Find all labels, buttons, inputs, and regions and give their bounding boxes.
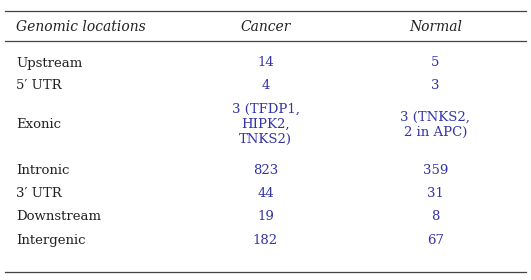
Text: 44: 44 xyxy=(257,187,274,200)
Text: Upstream: Upstream xyxy=(16,57,82,69)
Text: 3 (TFDP1,
HIPK2,
TNKS2): 3 (TFDP1, HIPK2, TNKS2) xyxy=(232,103,299,146)
Text: 19: 19 xyxy=(257,211,274,223)
Text: 31: 31 xyxy=(427,187,444,200)
Text: Downstream: Downstream xyxy=(16,211,101,223)
Text: 8: 8 xyxy=(431,211,440,223)
Text: 359: 359 xyxy=(423,164,448,177)
Text: 823: 823 xyxy=(253,164,278,177)
Text: 4: 4 xyxy=(261,79,270,92)
Text: 5′ UTR: 5′ UTR xyxy=(16,79,62,92)
Text: Normal: Normal xyxy=(409,20,462,34)
Text: Cancer: Cancer xyxy=(241,20,290,34)
Text: Intergenic: Intergenic xyxy=(16,234,85,247)
Text: 67: 67 xyxy=(427,234,444,247)
Text: 14: 14 xyxy=(257,57,274,69)
Text: 182: 182 xyxy=(253,234,278,247)
Text: Intronic: Intronic xyxy=(16,164,70,177)
Text: 3′ UTR: 3′ UTR xyxy=(16,187,62,200)
Text: 3: 3 xyxy=(431,79,440,92)
Text: Genomic locations: Genomic locations xyxy=(16,20,145,34)
Text: 5: 5 xyxy=(431,57,440,69)
Text: Exonic: Exonic xyxy=(16,118,61,131)
Text: 3 (TNKS2,
2 in APC): 3 (TNKS2, 2 in APC) xyxy=(400,111,470,139)
